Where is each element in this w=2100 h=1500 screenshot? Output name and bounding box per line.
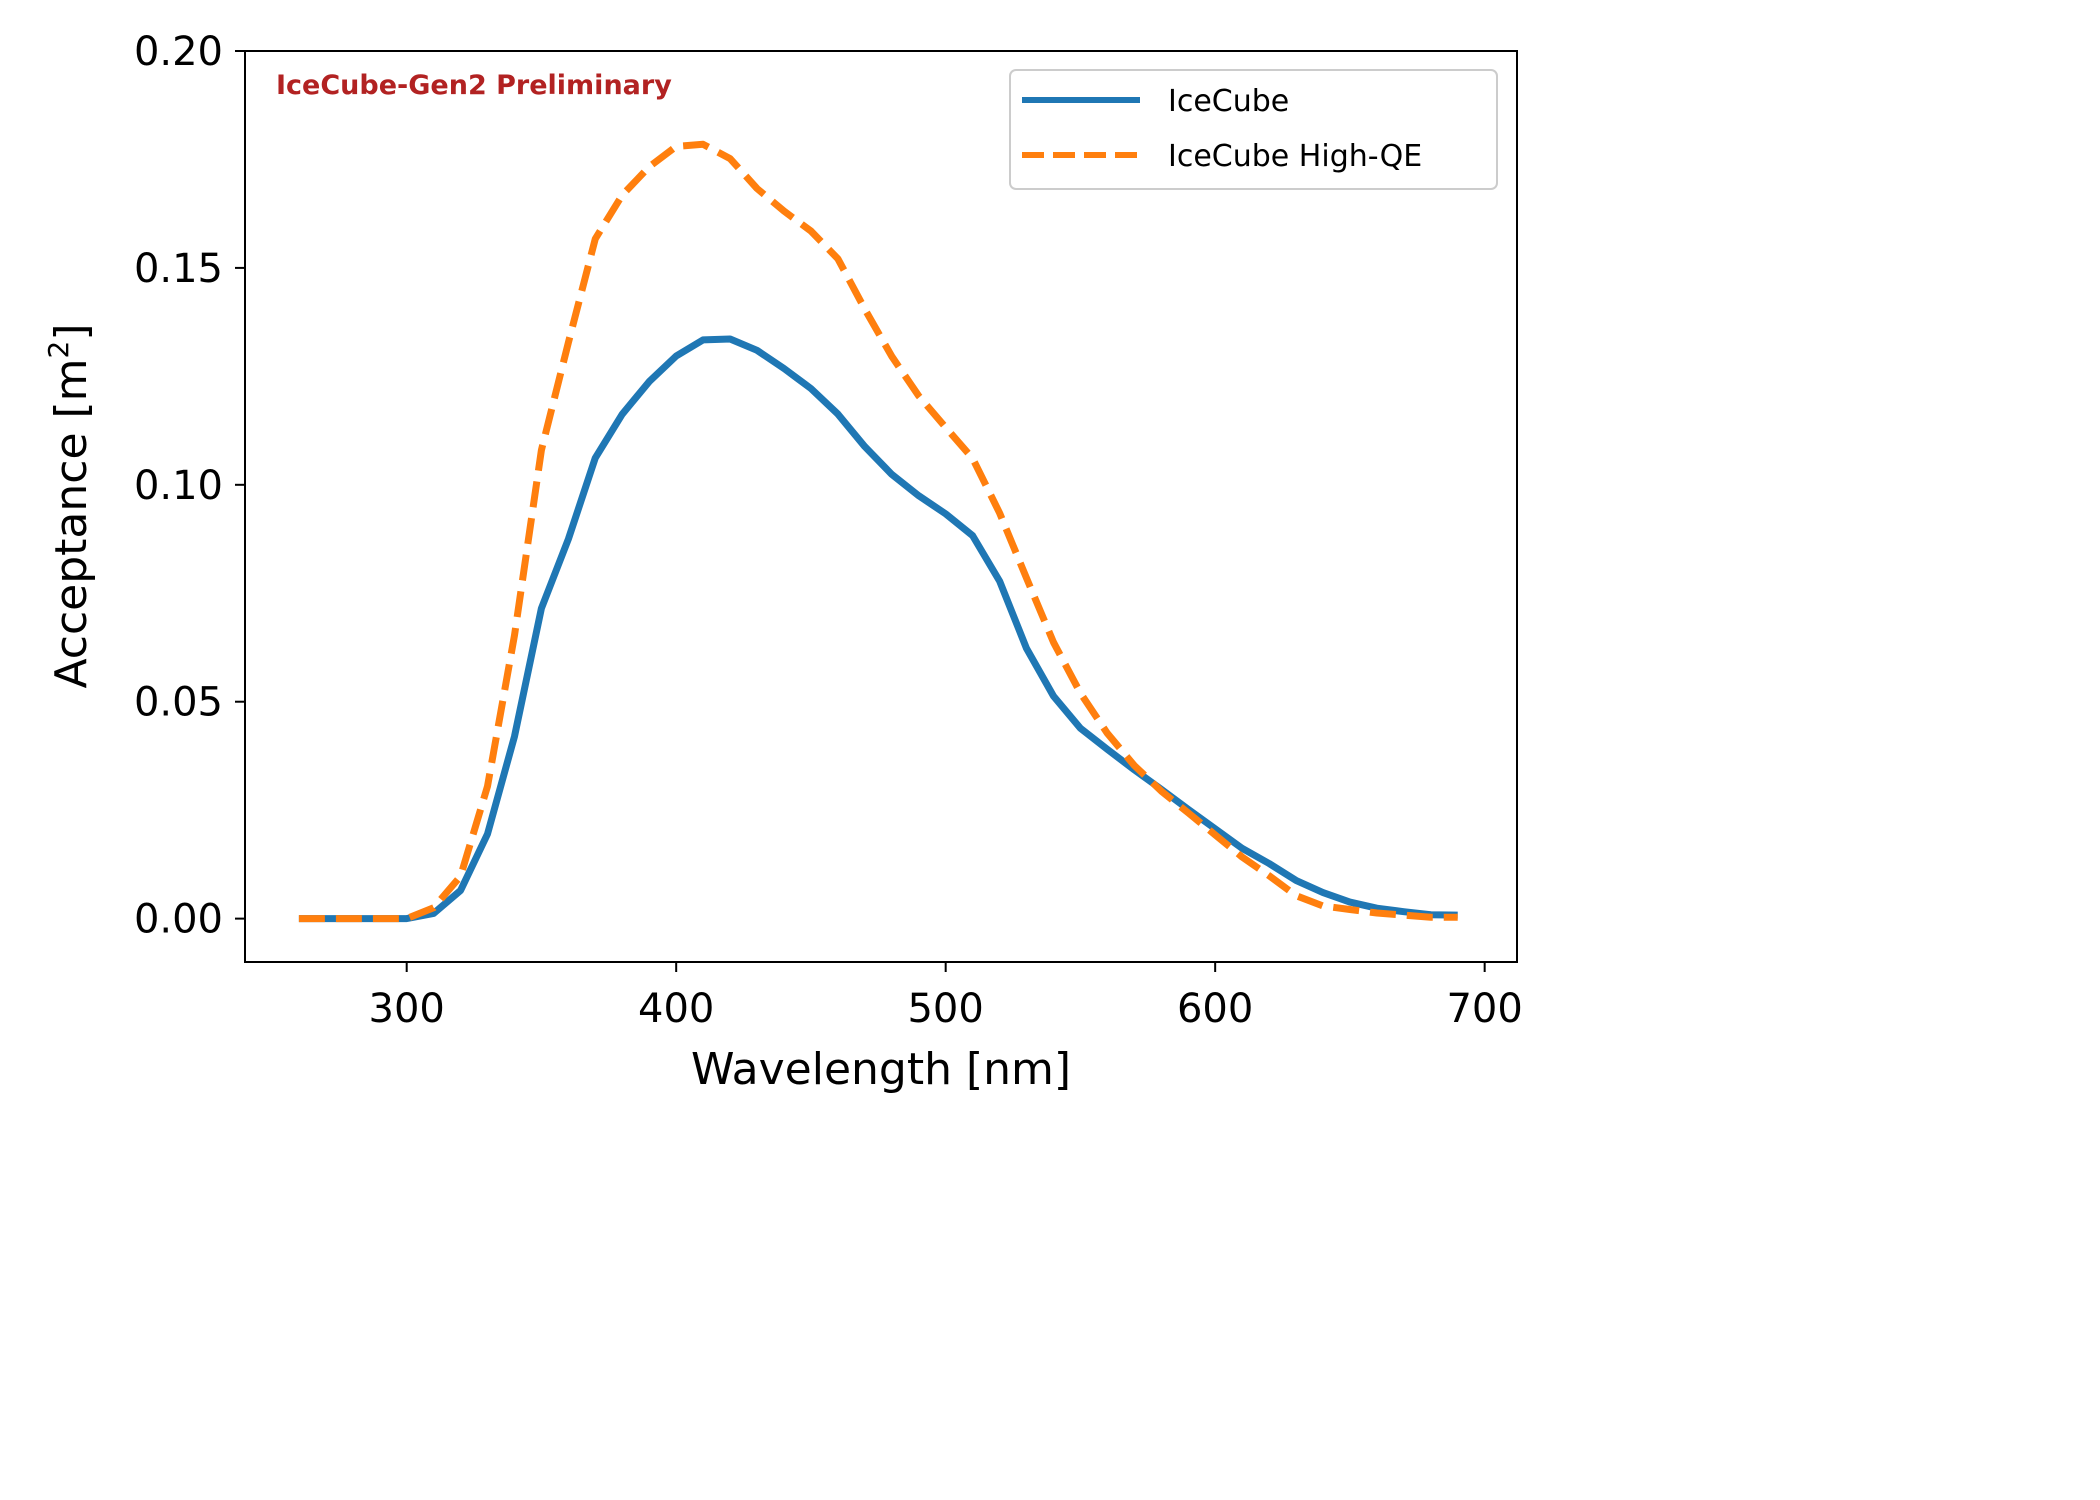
y-tick-label: 0.05 [134,680,223,726]
preliminary-annotation: IceCube-Gen2 Preliminary [276,70,672,101]
y-tick-label: 0.00 [134,897,223,943]
x-tick-label: 700 [1446,986,1522,1032]
y-axis: 0.00 0.05 0.10 0.15 0.20 [134,29,245,943]
x-axis: 300 400 500 600 700 [369,962,1523,1032]
legend: IceCube IceCube High-QE [1009,69,1498,190]
series-line-icecube-high-qe [298,140,1458,923]
y-tick-label: 0.15 [134,246,223,292]
y-axis-label-prefix: Acceptance [m [46,358,97,688]
y-axis-label: Acceptance [m2] [42,323,97,688]
y-tick-label: 0.20 [134,29,223,75]
x-tick-label: 500 [907,986,983,1032]
legend-label-icecube: IceCube [1168,84,1289,119]
plot-lines [298,140,1458,923]
y-axis-label-suffix: ] [46,323,97,340]
x-axis-label: Wavelength [nm] [691,1044,1071,1095]
x-tick-label: 600 [1177,986,1253,1032]
plot-frame [244,50,1518,963]
y-tick-label: 0.10 [134,463,223,509]
x-tick-label: 300 [369,986,445,1032]
x-tick-label: 400 [638,986,714,1032]
series-line-icecube [298,335,1458,923]
chart: 300 400 500 600 700 0.00 0.05 0.10 0.15 0.20 Wav… [42,29,1523,1095]
y-axis-label-superscript: 2 [42,341,75,359]
legend-label-icecube-high-qe: IceCube High-QE [1168,139,1422,174]
